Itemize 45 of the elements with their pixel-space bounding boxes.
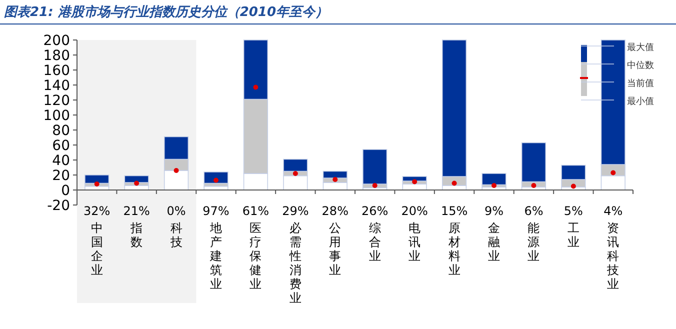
- x-tick-label: 资讯科技业: [607, 221, 620, 291]
- annotation: 32%: [84, 204, 110, 218]
- annotation: 97%: [202, 204, 230, 218]
- y-tick-label: 60: [52, 138, 70, 154]
- x-tick-label: 必需性消费业: [289, 221, 302, 305]
- y-tick-label: 120: [43, 93, 70, 109]
- y-tick-label: -20: [47, 198, 70, 214]
- annotation: 28%: [322, 204, 348, 218]
- annotation: 26%: [362, 204, 388, 218]
- annotation: 中位数: [627, 60, 654, 71]
- annotation: 5%: [564, 204, 583, 218]
- y-tick-label: 40: [52, 153, 70, 169]
- annotation: 最小值: [627, 96, 654, 107]
- y-tick-label: 20: [52, 168, 70, 184]
- y-tick-label: 160: [43, 63, 70, 79]
- y-tick-label: 100: [43, 108, 70, 124]
- x-tick-label: 工业: [567, 221, 580, 249]
- annotation: 15%: [440, 204, 468, 218]
- x-tick-label: 能源业: [528, 221, 540, 263]
- y-tick-label: 140: [43, 78, 70, 94]
- annotation: 当前值: [627, 78, 654, 89]
- x-tick-label: 指数: [130, 221, 143, 249]
- x-tick-label: 医疗保健业: [250, 221, 262, 291]
- x-tick-label: 综合业: [368, 221, 381, 263]
- annotation: 21%: [123, 204, 150, 218]
- chart-title: 图表21: 港股市场与行业指数历史分位（2010年至今）: [4, 4, 328, 20]
- y-tick-label: 80: [52, 123, 70, 139]
- x-tick-label: 公用事业: [329, 221, 342, 277]
- annotation: 4%: [604, 204, 623, 218]
- y-tick-label: 180: [43, 48, 70, 64]
- annotation: 6%: [524, 204, 544, 218]
- x-tick-label: 地产建筑业: [210, 221, 222, 291]
- x-tick-label: 科技: [170, 221, 182, 249]
- annotation: 9%: [484, 204, 504, 218]
- x-tick-label: 中国企业: [90, 221, 103, 277]
- annotation: 29%: [282, 204, 309, 218]
- x-tick-label: 原材料业: [448, 221, 460, 277]
- x-tick-label: 金融业: [488, 221, 500, 263]
- annotation: 最大值: [627, 42, 654, 53]
- y-tick-label: 200: [43, 33, 70, 49]
- annotation: 0%: [166, 204, 186, 218]
- annotation: 20%: [401, 204, 428, 218]
- annotation: 61%: [242, 204, 270, 218]
- x-tick-label: 电讯业: [408, 221, 421, 263]
- y-tick-label: 0: [61, 183, 70, 199]
